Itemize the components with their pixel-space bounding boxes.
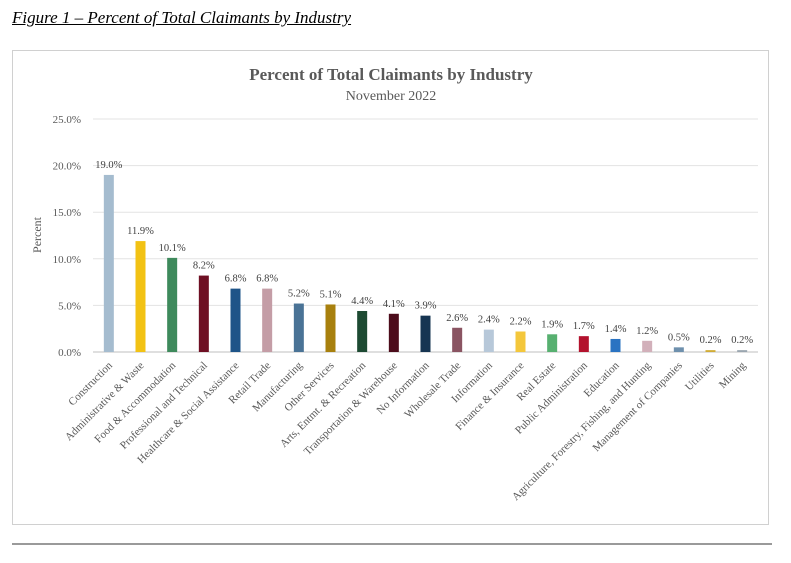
- data-label: 6.8%: [256, 274, 278, 285]
- data-label: 3.9%: [415, 301, 437, 312]
- bar-chart: Percent of Total Claimants by Industry N…: [30, 65, 758, 503]
- data-label: 2.6%: [446, 313, 468, 324]
- bar: [705, 350, 716, 352]
- bar: [230, 288, 241, 352]
- bars: [103, 174, 748, 352]
- y-axis-label: Percent: [30, 216, 44, 253]
- data-label: 5.1%: [320, 289, 342, 300]
- bar: [262, 288, 273, 352]
- bar: [642, 340, 653, 352]
- y-tick-label: 25.0%: [53, 114, 81, 126]
- bar: [420, 315, 431, 352]
- data-label: 1.4%: [605, 324, 627, 335]
- bar: [515, 331, 526, 352]
- data-label: 5.2%: [288, 289, 310, 300]
- y-axis-ticks: 0.0% 5.0% 10.0% 15.0% 20.0% 25.0%: [53, 114, 81, 359]
- data-label: 4.1%: [383, 299, 405, 310]
- bar: [673, 347, 684, 352]
- chart-subtitle: November 2022: [346, 89, 437, 104]
- data-label: 8.2%: [193, 261, 215, 272]
- y-tick-label: 20.0%: [53, 161, 81, 173]
- y-tick-label: 15.0%: [53, 207, 81, 219]
- bar: [737, 350, 748, 352]
- data-label: 4.4%: [351, 296, 373, 307]
- bar: [103, 174, 114, 352]
- data-label: 0.5%: [668, 332, 690, 343]
- bar: [578, 336, 589, 352]
- data-label: 2.4%: [478, 315, 500, 326]
- bar: [135, 241, 146, 352]
- data-label: 0.2%: [700, 335, 722, 346]
- y-tick-label: 10.0%: [53, 254, 81, 266]
- data-label: 2.2%: [510, 316, 532, 327]
- data-label: 0.2%: [731, 335, 753, 346]
- bar: [610, 338, 621, 352]
- y-tick-label: 0.0%: [58, 347, 81, 359]
- bottom-divider: [12, 543, 772, 545]
- data-label: 1.7%: [573, 321, 595, 332]
- x-tick-label: Wholesale Trade: [402, 360, 463, 421]
- bar: [293, 303, 304, 352]
- figure-caption: Figure 1 – Percent of Total Claimants by…: [12, 8, 352, 27]
- bar: [388, 313, 399, 352]
- data-label: 1.9%: [541, 319, 563, 330]
- bar: [357, 310, 368, 352]
- chart-container: Percent of Total Claimants by Industry N…: [12, 50, 769, 525]
- data-label: 10.1%: [159, 243, 186, 254]
- data-label: 11.9%: [127, 226, 154, 237]
- chart-title: Percent of Total Claimants by Industry: [249, 65, 533, 84]
- bar: [325, 304, 336, 352]
- y-tick-label: 5.0%: [58, 300, 81, 312]
- data-label: 1.2%: [636, 326, 658, 337]
- bar: [483, 329, 494, 352]
- bar: [452, 327, 463, 352]
- data-label: 6.8%: [225, 274, 247, 285]
- data-labels: 19.0% 11.9% 10.1% 8.2% 6.8% 6.8% 5.2% 5.1% 4.4% 4…: [95, 160, 753, 346]
- data-label: 19.0%: [95, 160, 122, 171]
- bar: [167, 257, 178, 352]
- x-tick-label: Utilities: [683, 360, 717, 394]
- bar: [198, 275, 209, 352]
- bar: [547, 334, 558, 352]
- x-tick-label: Mining: [717, 359, 749, 391]
